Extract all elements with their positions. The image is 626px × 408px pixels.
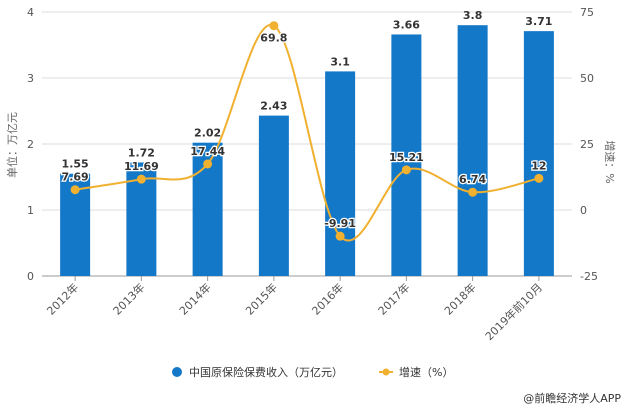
x-tick-label: 2014年 bbox=[176, 280, 213, 317]
y-tick-label: 2 bbox=[27, 138, 34, 151]
y2-tick-label: 0 bbox=[580, 204, 587, 217]
bar bbox=[523, 31, 554, 276]
growth-point bbox=[269, 21, 279, 31]
growth-point bbox=[534, 173, 544, 183]
y-tick-label: 3 bbox=[27, 72, 34, 85]
growth-value-label: 7.69 bbox=[62, 171, 89, 184]
growth-value-label: 69.8 bbox=[260, 32, 287, 45]
growth-value-label: -9.91 bbox=[324, 217, 356, 230]
x-tick-label: 2019年前10月 bbox=[482, 280, 545, 343]
growth-value-label: 12 bbox=[531, 159, 546, 172]
legend-bar-label[interactable]: 中国原保险保费收入（万亿元） bbox=[189, 365, 343, 379]
growth-point bbox=[70, 185, 80, 195]
x-tick-label: 2012年 bbox=[44, 280, 81, 317]
growth-value-label: 17.44 bbox=[190, 145, 225, 158]
bar bbox=[258, 115, 289, 277]
x-tick-label: 2017年 bbox=[375, 280, 412, 317]
bar bbox=[457, 25, 488, 277]
bar-value-label: 1.55 bbox=[62, 158, 89, 171]
bar-value-label: 3.1 bbox=[330, 55, 350, 68]
y-axis-title: 单位：万亿元 bbox=[5, 112, 19, 178]
bar-value-label: 3.66 bbox=[393, 18, 420, 31]
growth-point bbox=[401, 165, 411, 175]
line-series bbox=[70, 21, 544, 242]
x-tick-label: 2013年 bbox=[110, 280, 147, 317]
growth-value-label: 15.21 bbox=[389, 151, 424, 164]
x-tick-label: 2016年 bbox=[309, 280, 346, 317]
bar-value-label: 3.71 bbox=[525, 15, 552, 28]
legend-line-dot bbox=[382, 368, 390, 376]
y-tick-label: 4 bbox=[27, 6, 34, 19]
y2-tick-label: 50 bbox=[580, 72, 594, 85]
bar bbox=[325, 71, 356, 277]
bar-value-label: 1.72 bbox=[128, 146, 155, 159]
bar bbox=[391, 34, 422, 276]
growth-point bbox=[136, 174, 146, 184]
y2-tick-label: -25 bbox=[580, 270, 598, 283]
bar-value-label: 3.8 bbox=[463, 9, 483, 22]
growth-point bbox=[468, 187, 478, 197]
legend-bar-marker bbox=[172, 367, 182, 377]
y2-tick-label: 75 bbox=[580, 6, 594, 19]
growth-value-label: 11.69 bbox=[124, 160, 159, 173]
bar-series bbox=[60, 25, 554, 277]
y2-axis-title: 增速：% bbox=[603, 140, 617, 183]
growth-line bbox=[74, 24, 540, 242]
legend-line-label[interactable]: 增速（%） bbox=[399, 365, 453, 379]
y2-tick-label: 25 bbox=[580, 138, 594, 151]
x-tick-label: 2018年 bbox=[441, 280, 478, 317]
y-tick-label: 0 bbox=[27, 270, 34, 283]
legend: 中国原保险保费收入（万亿元） 增速（%） bbox=[172, 365, 453, 379]
source-credit: @前瞻经济学人APP bbox=[523, 391, 621, 405]
bar-value-label: 2.02 bbox=[194, 127, 221, 140]
growth-point bbox=[203, 159, 213, 169]
x-tick-label: 2015年 bbox=[243, 280, 280, 317]
growth-point bbox=[335, 231, 345, 241]
axes: 0 -25 1 0 2 25 3 50 4 75 2012年 2013年 2014年 2015年 2016年… bbox=[27, 6, 598, 343]
gridlines bbox=[42, 11, 572, 277]
growth-value-label: 6.74 bbox=[459, 173, 486, 186]
bar-value-label: 2.43 bbox=[260, 100, 287, 113]
y-tick-label: 1 bbox=[27, 204, 34, 217]
